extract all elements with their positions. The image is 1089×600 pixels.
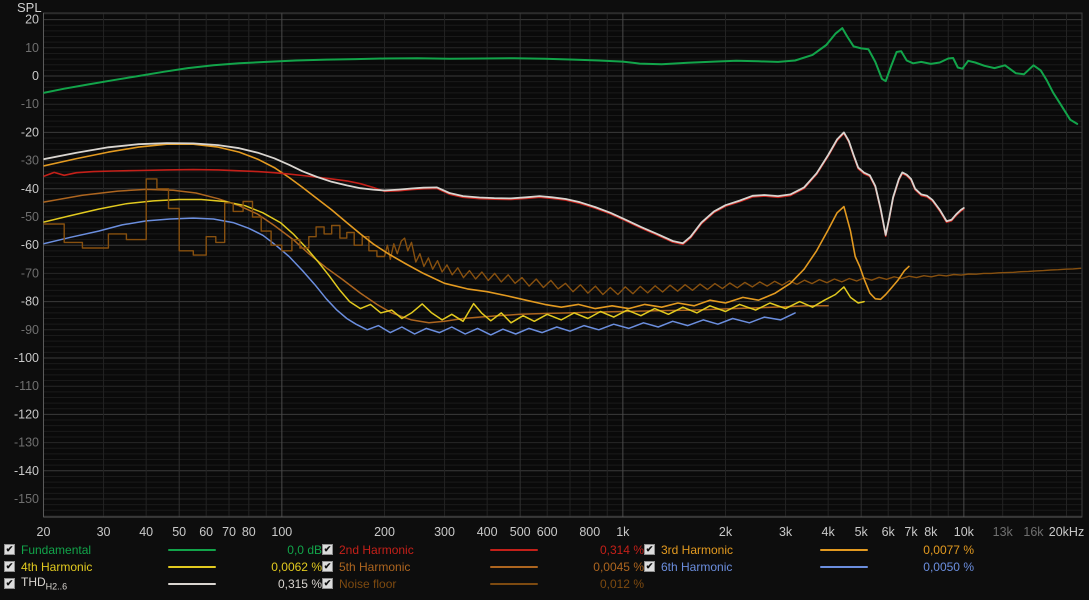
curve-6th-harmonic: [43, 217, 796, 336]
x-tick-label: 30: [97, 525, 111, 539]
x-tick-label: 13k: [993, 525, 1014, 539]
legend-item-3rd-harmonic: ✔ 3rd Harmonic 0,0077 %: [644, 542, 974, 557]
legend-label: Fundamental: [21, 542, 92, 557]
y-tick-label: -150: [14, 492, 39, 506]
y-tick-label: -60: [21, 238, 39, 252]
x-tick-label: 20: [37, 525, 51, 539]
legend-checkbox[interactable]: ✔: [322, 561, 333, 572]
x-tick-label: 4k: [822, 525, 836, 539]
legend-value: 0,314 %: [599, 542, 644, 557]
legend-label: 2nd Harmonic: [339, 542, 414, 557]
x-tick-label: 40: [139, 525, 153, 539]
y-tick-label: -80: [21, 295, 39, 309]
y-tick-label: -40: [21, 182, 39, 196]
legend-checkbox[interactable]: ✔: [644, 561, 655, 572]
legend-item-6th-harmonic: ✔ 6th Harmonic 0,0050 %: [644, 559, 974, 574]
legend-label: 3rd Harmonic: [661, 542, 734, 557]
y-tick-label: 0: [32, 69, 39, 83]
x-tick-label: 300: [434, 525, 455, 539]
curve-fundamental: [43, 27, 1079, 125]
legend-checkbox[interactable]: ✔: [644, 544, 655, 555]
x-tick-label: 800: [579, 525, 600, 539]
x-tick-label: 20kHz: [1049, 525, 1084, 539]
x-tick-label: 50: [172, 525, 186, 539]
legend-line-swatch: [820, 565, 868, 568]
y-tick-label: -90: [21, 323, 39, 337]
x-tick-label: 8k: [924, 525, 938, 539]
y-tick-label: -50: [21, 210, 39, 224]
legend-value: 0,0062 %: [271, 559, 322, 574]
legend-label: 5th Harmonic: [339, 559, 411, 574]
y-tick-label: -140: [14, 464, 39, 478]
y-tick-label: -20: [21, 125, 39, 139]
plot-background: [43, 13, 1082, 517]
x-tick-label: 80: [242, 525, 256, 539]
legend-checkbox[interactable]: ✔: [4, 578, 15, 589]
y-tick-label: -70: [21, 266, 39, 280]
x-tick-label: 200: [374, 525, 395, 539]
legend-value: 0,0077 %: [923, 542, 974, 557]
legend-value: 0,012 %: [599, 576, 644, 591]
legend-value: 0,315 %: [277, 576, 322, 591]
curve-4th-harmonic: [43, 198, 865, 324]
legend-item-noise-floor: ✔ Noise floor 0,012 %: [322, 576, 644, 591]
legend-item-fundamental: ✔ Fundamental 0,0 dB: [4, 542, 322, 557]
y-tick-label: 20: [25, 13, 39, 27]
legend-value: 0,0050 %: [923, 559, 974, 574]
x-tick-label: 400: [477, 525, 498, 539]
legend-value: 0,0 dB: [287, 542, 322, 557]
legend-checkbox[interactable]: ✔: [4, 561, 15, 572]
y-tick-label: -120: [14, 407, 39, 421]
legend-line-swatch: [168, 548, 216, 551]
x-tick-label: 10k: [954, 525, 975, 539]
legend-item-4th-harmonic: ✔ 4th Harmonic 0,0062 %: [4, 559, 322, 574]
legend-label: Noise floor: [339, 576, 397, 591]
curve-5th-harmonic: [43, 188, 829, 324]
curve-thd-h2-6: [43, 131, 965, 245]
x-tick-label: 600: [537, 525, 558, 539]
legend-label-subscript: H2..6: [45, 581, 68, 592]
legend-label: 4th Harmonic: [21, 559, 93, 574]
x-tick-label: 60: [199, 525, 213, 539]
legend-label: 6th Harmonic: [661, 559, 733, 574]
y-axis-title: SPL: [17, 0, 42, 15]
legend-checkbox[interactable]: ✔: [322, 544, 333, 555]
legend-item-5th-harmonic: ✔ 5th Harmonic 0,0045 %: [322, 559, 644, 574]
legend-item-thd: ✔ THDH2..6 0,315 %: [4, 575, 322, 592]
legend-line-swatch: [490, 548, 538, 551]
legend-line-swatch: [490, 582, 538, 585]
legend-item-2nd-harmonic: ✔ 2nd Harmonic 0,314 %: [322, 542, 644, 557]
legend-value: 0,0045 %: [593, 559, 644, 574]
x-tick-label: 6k: [882, 525, 896, 539]
x-tick-label: 5k: [855, 525, 869, 539]
y-tick-label: -130: [14, 436, 39, 450]
y-tick-label: -10: [21, 97, 39, 111]
x-tick-label: 100: [271, 525, 292, 539]
y-tick-label: -110: [15, 379, 39, 393]
x-tick-label: 2k: [719, 525, 733, 539]
x-tick-label: 70: [222, 525, 236, 539]
legend-checkbox[interactable]: ✔: [322, 578, 333, 589]
y-tick-label: -100: [14, 351, 39, 365]
x-tick-label: 500: [510, 525, 531, 539]
x-tick-label: 16k: [1023, 525, 1044, 539]
x-tick-label: 3k: [779, 525, 793, 539]
curve-3rd-harmonic: [43, 143, 910, 310]
legend-label: THDH2..6: [21, 575, 68, 592]
y-tick-label: 10: [25, 41, 39, 55]
y-tick-label: -30: [21, 154, 39, 168]
legend-line-swatch: [168, 582, 216, 585]
x-tick-label: 7k: [904, 525, 918, 539]
x-tick-label: 1k: [616, 525, 630, 539]
curve-noise-floor: [43, 178, 1082, 296]
chart-legend: ✔ Fundamental 0,0 dB ✔ 2nd Harmonic 0,314 % ✔ 3…: [4, 542, 1084, 592]
legend-line-swatch: [820, 548, 868, 551]
legend-line-swatch: [490, 565, 538, 568]
legend-line-swatch: [168, 565, 216, 568]
legend-checkbox[interactable]: ✔: [4, 544, 15, 555]
